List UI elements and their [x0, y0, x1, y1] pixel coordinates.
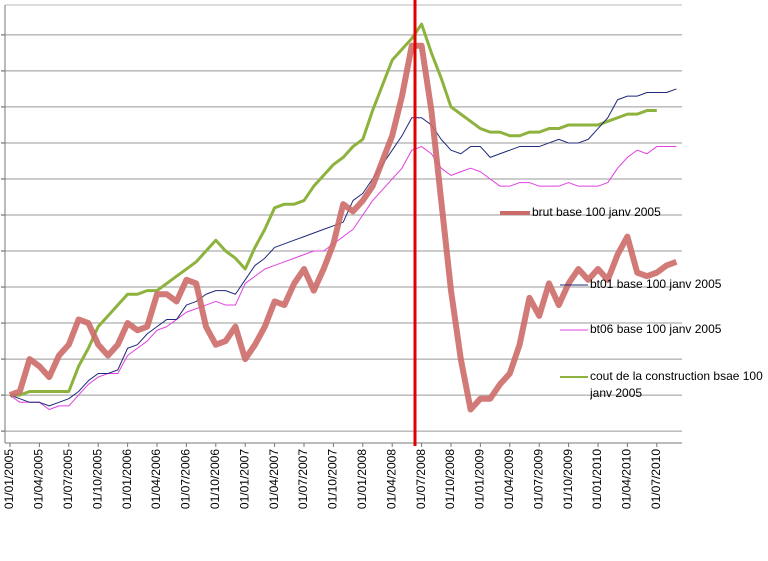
x-tick-label: 01/07/2007 — [296, 449, 310, 509]
x-tick-label: 01/04/2008 — [384, 449, 398, 509]
x-tick-label: 01/10/2008 — [443, 449, 457, 509]
series-line — [9, 146, 677, 411]
series-line — [8, 42, 678, 413]
x-tick-label: 01/10/2006 — [208, 449, 222, 509]
legend-label: brut base 100 janv 2005 — [532, 205, 661, 219]
x-tick-label: 01/10/2005 — [90, 449, 104, 509]
x-tick-label: 01/07/2006 — [179, 449, 193, 509]
x-tick-label: 01/10/2007 — [326, 449, 340, 509]
x-tick-label: 01/01/2010 — [590, 449, 604, 509]
legend-label: cout de la construction bsae 100 janv 20… — [590, 369, 763, 400]
x-tick-label: 01/01/2005 — [2, 449, 16, 509]
x-tick-label: 01/07/2009 — [531, 449, 545, 509]
x-tick-label: 01/04/2007 — [267, 449, 281, 509]
series-line — [10, 22, 657, 397]
x-tick-label: 01/04/2005 — [32, 449, 46, 509]
x-tick-label: 01/04/2006 — [149, 449, 163, 509]
x-tick-label: 01/04/2010 — [620, 449, 634, 509]
series-line — [9, 88, 677, 407]
x-tick-label: 01/10/2009 — [561, 449, 575, 509]
x-tick-label: 01/01/2009 — [473, 449, 487, 509]
legend-item: bt01 base 100 janv 2005 — [590, 277, 722, 291]
legend-label: bt01 base 100 janv 2005 — [590, 277, 722, 291]
x-tick-label: 01/01/2007 — [237, 449, 251, 509]
legend-item: bt06 base 100 janv 2005 — [590, 322, 722, 336]
x-tick-label: 01/01/2008 — [355, 449, 369, 509]
x-tick-label: 01/07/2005 — [61, 449, 75, 509]
x-tick-label: 01/01/2006 — [120, 449, 134, 509]
legend-item: brut base 100 janv 2005 — [532, 205, 661, 219]
legend-item: cout de la construction bsae 100 janv 20… — [590, 369, 763, 400]
x-tick-label: 01/07/2010 — [649, 449, 663, 509]
legend-label: bt06 base 100 janv 2005 — [590, 322, 722, 336]
x-tick-label: 01/04/2009 — [502, 449, 516, 509]
x-tick-label: 01/07/2008 — [414, 449, 428, 509]
